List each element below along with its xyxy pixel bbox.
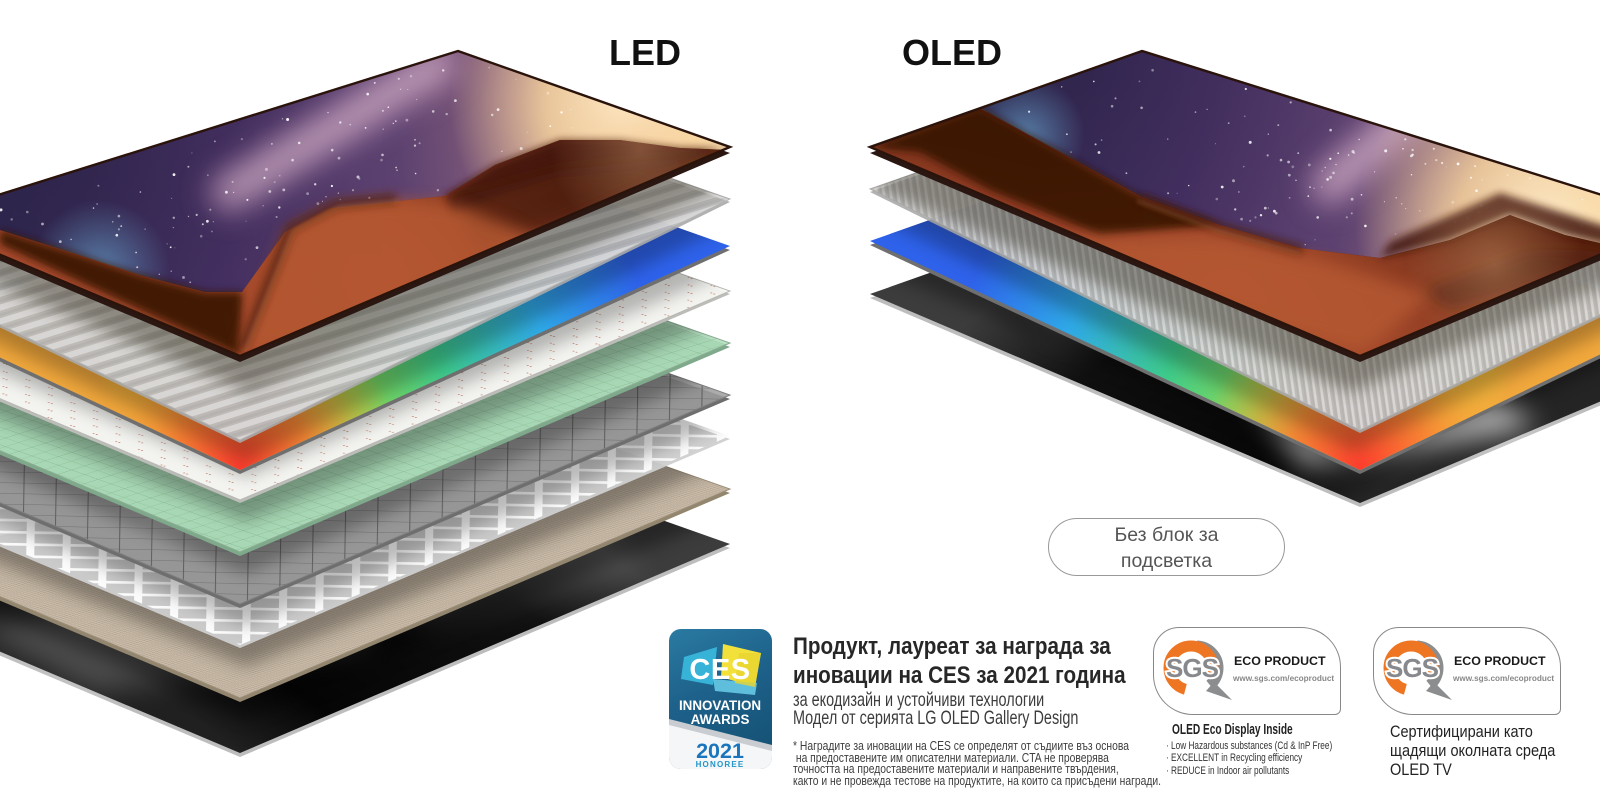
svg-text:www.sgs.com/ecoproduct: www.sgs.com/ecoproduct: [1232, 674, 1334, 683]
svg-text:SGS: SGS: [1386, 653, 1439, 683]
svg-text:AWARDS: AWARDS: [691, 712, 750, 727]
svg-text:www.sgs.com/ecoproduct: www.sgs.com/ecoproduct: [1452, 674, 1554, 683]
svg-text:2021: 2021: [696, 739, 744, 763]
svg-text:INNOVATION: INNOVATION: [679, 698, 761, 713]
svg-text:ECO PRODUCT: ECO PRODUCT: [1454, 654, 1546, 668]
svg-text:CES: CES: [689, 654, 750, 686]
svg-text:HONOREE: HONOREE: [696, 760, 745, 769]
svg-text:ECO PRODUCT: ECO PRODUCT: [1234, 654, 1326, 668]
svg-text:SGS: SGS: [1166, 653, 1219, 683]
